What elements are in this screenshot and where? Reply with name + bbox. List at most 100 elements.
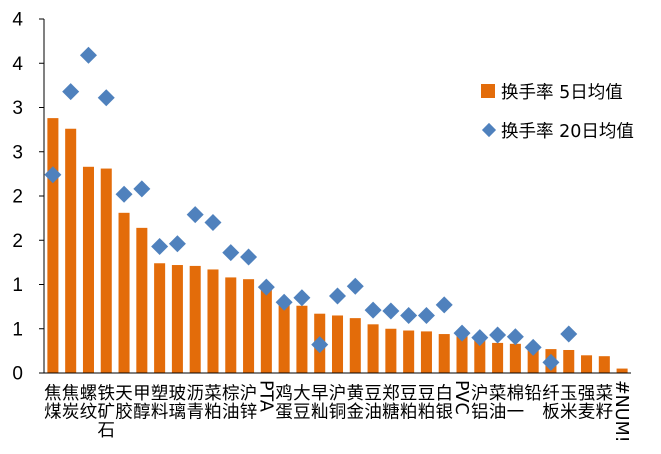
bar (331, 315, 344, 373)
bar (154, 263, 166, 373)
marker-point (489, 326, 507, 344)
x-category-label: 玻璃 (169, 384, 187, 423)
bar (47, 118, 59, 374)
marker-point (311, 336, 329, 354)
x-category-label: 沪锌 (240, 384, 258, 423)
x-category-label: 沪铜 (329, 384, 347, 423)
y-tick-label: 2 (12, 231, 23, 252)
x-category-label: 菜油 (489, 384, 507, 423)
marker-point (417, 306, 435, 324)
bar (65, 128, 77, 373)
bar (492, 342, 504, 373)
x-category-label: PTA (255, 380, 275, 412)
x-category-label: 菜籽 (596, 384, 614, 423)
marker-point (524, 338, 542, 356)
x-category-label: 纤板 (542, 384, 560, 423)
marker-point (435, 296, 453, 314)
bar (527, 345, 539, 373)
marker-point (151, 237, 169, 255)
marker-point (329, 287, 346, 305)
x-category-label: 螺纹 (80, 384, 98, 423)
bar (474, 339, 486, 373)
x-category-label: 黄金 (347, 384, 365, 423)
marker-point (542, 353, 560, 371)
y-tick-labels: 0 1 1 2 2 3 3 4 4 (12, 10, 44, 385)
x-category-label: 豆粕 (418, 384, 436, 423)
x-category-label: 大豆 (293, 384, 311, 423)
bar (118, 212, 130, 373)
marker-point (364, 301, 382, 319)
x-category-label: 焦煤 (44, 384, 62, 423)
x-category-label: 玉米 (560, 384, 578, 423)
marker-point (560, 325, 578, 343)
bar (581, 355, 593, 373)
marker-point (257, 278, 275, 296)
legend-marker-swatch (481, 122, 497, 138)
marker-point (222, 244, 240, 262)
bar (456, 334, 468, 373)
y-tick-label: 0 (12, 364, 23, 385)
x-category-label: 焦炭 (62, 384, 80, 423)
y-tick-label: 4 (12, 54, 23, 75)
bar (385, 328, 397, 373)
marker-point (275, 293, 293, 311)
marker-series (44, 46, 578, 371)
x-category-label: 塑料 (151, 384, 169, 423)
x-category-label: 豆粕 (400, 384, 418, 423)
y-tick-label: 3 (12, 142, 23, 163)
bar (563, 349, 575, 373)
bar (278, 303, 290, 373)
x-category-label: 菜粕 (204, 384, 222, 423)
y-tick-label: 3 (12, 98, 23, 119)
bar (189, 265, 201, 373)
marker-point (44, 166, 62, 184)
marker-point (293, 289, 311, 307)
marker-point (240, 248, 258, 266)
marker-point (346, 277, 364, 295)
y-tick-label: 4 (12, 10, 23, 31)
bar (243, 279, 255, 373)
bar (136, 227, 148, 373)
x-category-label: 早籼 (311, 384, 329, 423)
bar (420, 331, 432, 373)
x-category-label: 甲醇 (133, 384, 151, 423)
bar (438, 334, 450, 373)
marker-point (400, 306, 418, 324)
bar (349, 318, 361, 373)
bar (598, 356, 610, 373)
marker-point (506, 328, 524, 346)
marker-point (133, 180, 151, 198)
bar (260, 287, 272, 373)
bar (225, 277, 237, 373)
bar (100, 168, 112, 373)
x-category-label: 天胶 (115, 384, 133, 423)
x-category-label: 郑糖 (382, 384, 400, 423)
marker-point (97, 89, 115, 107)
bar (207, 269, 219, 373)
bar (509, 343, 521, 373)
x-category-label: #NUM! (611, 380, 631, 443)
marker-point (62, 83, 80, 101)
marker-point (168, 235, 186, 253)
bar-series (47, 118, 628, 374)
y-tick-label: 1 (12, 275, 23, 296)
x-category-label: PVC (451, 380, 471, 415)
x-category-label: 白银 (435, 384, 453, 423)
x-category-label: 棕油 (222, 384, 240, 423)
marker-point (471, 329, 489, 347)
legend-bar-swatch (481, 84, 495, 98)
marker-point (204, 214, 222, 232)
axes (43, 19, 631, 374)
x-category-label: 铅 (524, 384, 542, 404)
y-tick-label: 2 (12, 187, 23, 208)
bar (171, 265, 183, 373)
bar (367, 324, 379, 373)
x-category-label: 铁矿石 (98, 384, 116, 441)
marker-point (453, 324, 471, 342)
x-category-label: 鸡蛋 (275, 384, 293, 423)
x-category-label: 沥青 (186, 384, 204, 423)
legend: 换手率 5日均值 换手率 20日均值 (481, 83, 634, 142)
x-category-label: 豆油 (364, 384, 382, 423)
